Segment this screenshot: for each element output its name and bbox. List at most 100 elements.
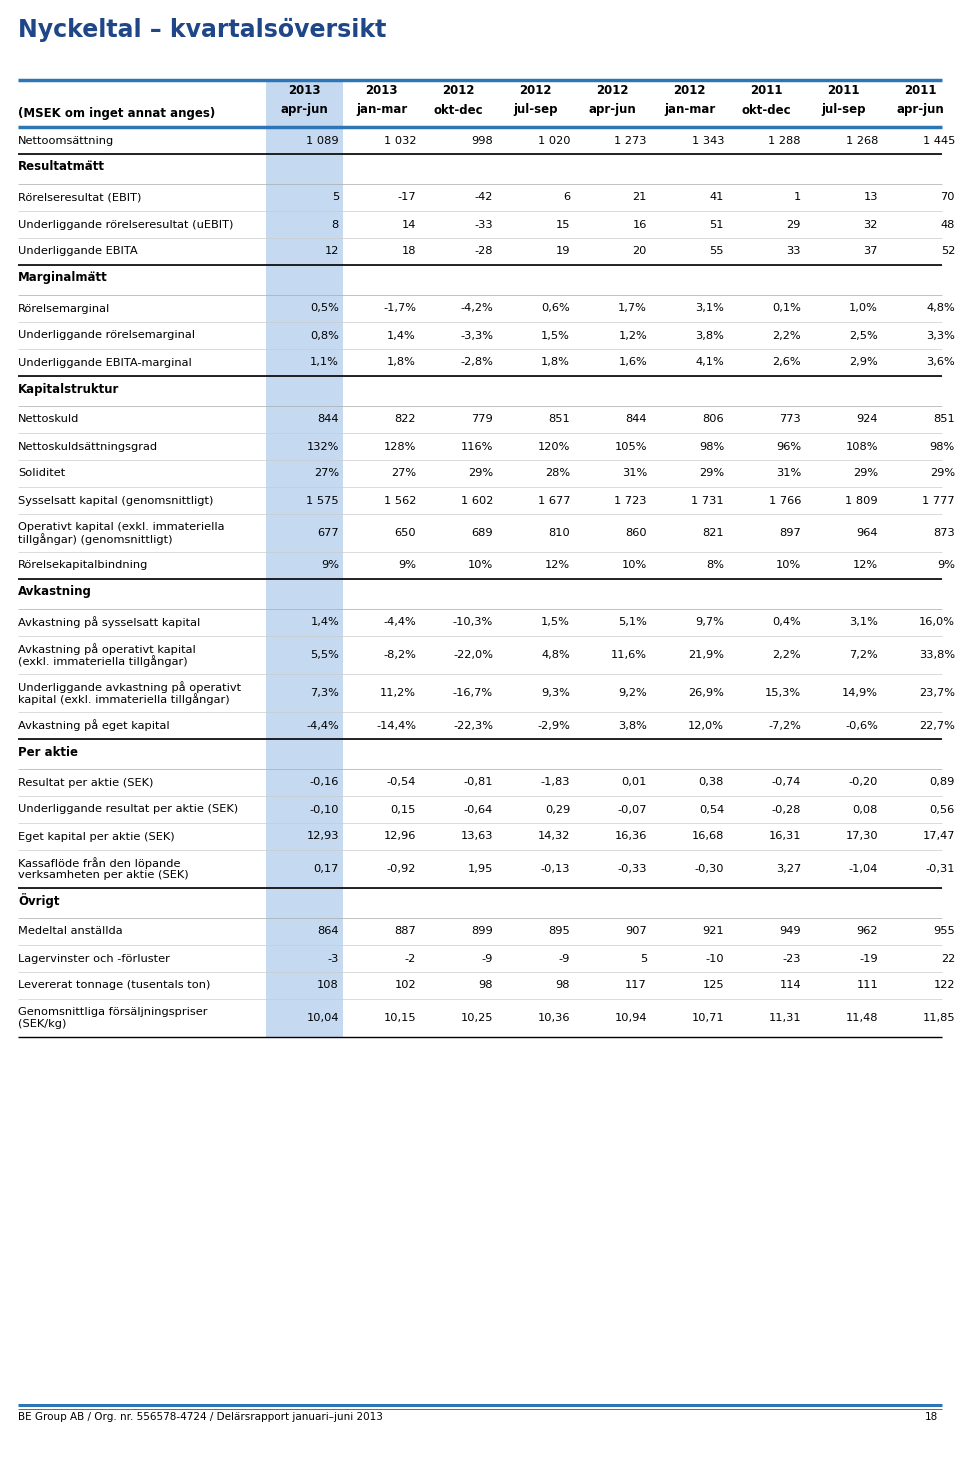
Text: Resultatmätt: Resultatmätt [18, 161, 105, 174]
Text: Kapitalstruktur: Kapitalstruktur [18, 383, 119, 395]
Text: 1 731: 1 731 [691, 495, 724, 505]
Text: tillgångar) (genomsnittligt): tillgångar) (genomsnittligt) [18, 533, 173, 545]
Text: 20: 20 [633, 246, 647, 256]
Text: 9,7%: 9,7% [695, 617, 724, 627]
Text: -22,3%: -22,3% [453, 720, 493, 731]
Text: 19: 19 [556, 246, 570, 256]
Text: 14,9%: 14,9% [842, 688, 878, 698]
Text: 16: 16 [633, 219, 647, 230]
Text: Eget kapital per aktie (SEK): Eget kapital per aktie (SEK) [18, 831, 175, 841]
Text: -17: -17 [397, 193, 416, 202]
Text: 1,2%: 1,2% [618, 330, 647, 340]
Text: -0,30: -0,30 [694, 865, 724, 873]
Text: 1 020: 1 020 [538, 136, 570, 146]
Text: 2012: 2012 [519, 84, 552, 97]
Text: 128%: 128% [384, 442, 416, 452]
Text: 9%: 9% [937, 561, 955, 570]
Text: 7,3%: 7,3% [310, 688, 339, 698]
Text: 3,27: 3,27 [776, 865, 801, 873]
Text: Levererat tonnage (tusentals ton): Levererat tonnage (tusentals ton) [18, 981, 210, 990]
Text: 897: 897 [780, 527, 801, 538]
Text: Övrigt: Övrigt [18, 894, 60, 909]
Text: 98%: 98% [699, 442, 724, 452]
Text: Medeltal anställda: Medeltal anställda [18, 927, 123, 937]
Text: -23: -23 [782, 953, 801, 963]
Text: 0,38: 0,38 [699, 778, 724, 788]
Text: 0,01: 0,01 [622, 778, 647, 788]
Text: Lagervinster och -förluster: Lagervinster och -förluster [18, 953, 170, 963]
Text: 851: 851 [548, 414, 570, 424]
Text: 116%: 116% [461, 442, 493, 452]
Text: verksamheten per aktie (SEK): verksamheten per aktie (SEK) [18, 871, 188, 879]
Text: -0,92: -0,92 [387, 865, 416, 873]
Text: 860: 860 [625, 527, 647, 538]
Text: -0,31: -0,31 [925, 865, 955, 873]
Text: Underliggande EBITA-marginal: Underliggande EBITA-marginal [18, 358, 192, 367]
Text: -14,4%: -14,4% [376, 720, 416, 731]
Text: Underliggande rörelsemarginal: Underliggande rörelsemarginal [18, 330, 195, 340]
Text: -10: -10 [706, 953, 724, 963]
Text: 48: 48 [941, 219, 955, 230]
Text: 6: 6 [563, 193, 570, 202]
Text: 29: 29 [786, 219, 801, 230]
Text: 1 268: 1 268 [846, 136, 878, 146]
Text: 864: 864 [318, 927, 339, 937]
Text: -0,74: -0,74 [772, 778, 801, 788]
Text: 1 562: 1 562 [384, 495, 416, 505]
Text: 5,1%: 5,1% [618, 617, 647, 627]
Text: Nettoskuldsӓttningsgrad: Nettoskuldsӓttningsgrad [18, 442, 158, 452]
Text: 33: 33 [786, 246, 801, 256]
Text: -4,4%: -4,4% [383, 617, 416, 627]
Text: 117: 117 [625, 981, 647, 990]
Text: 12,93: 12,93 [306, 831, 339, 841]
Text: 15: 15 [556, 219, 570, 230]
Text: 779: 779 [471, 414, 493, 424]
Text: Avkastning: Avkastning [18, 585, 92, 598]
Text: 10,04: 10,04 [306, 1013, 339, 1024]
Text: 17,47: 17,47 [923, 831, 955, 841]
Text: 650: 650 [395, 527, 416, 538]
Text: 16,0%: 16,0% [919, 617, 955, 627]
Text: -22,0%: -22,0% [453, 650, 493, 660]
Text: 31%: 31% [622, 468, 647, 479]
Text: 14,32: 14,32 [538, 831, 570, 841]
Text: 895: 895 [548, 927, 570, 937]
Text: 0,6%: 0,6% [541, 303, 570, 314]
Text: 899: 899 [471, 927, 493, 937]
Text: Avkastning på sysselsatt kapital: Avkastning på sysselsatt kapital [18, 617, 201, 629]
Text: okt-dec: okt-dec [434, 103, 483, 116]
Text: 921: 921 [703, 927, 724, 937]
Text: 0,29: 0,29 [544, 804, 570, 815]
Text: 1 032: 1 032 [383, 136, 416, 146]
Text: -42: -42 [474, 193, 493, 202]
Text: 22: 22 [941, 953, 955, 963]
Text: 1,5%: 1,5% [541, 617, 570, 627]
Text: 907: 907 [625, 927, 647, 937]
Text: 98: 98 [556, 981, 570, 990]
Text: 2011: 2011 [751, 84, 782, 97]
Text: 11,85: 11,85 [923, 1013, 955, 1024]
Text: -33: -33 [474, 219, 493, 230]
Text: 10,25: 10,25 [461, 1013, 493, 1024]
Text: 16,31: 16,31 [769, 831, 801, 841]
Text: Underliggande avkastning på operativt: Underliggande avkastning på operativt [18, 681, 241, 692]
Text: -0,81: -0,81 [464, 778, 493, 788]
Text: 1,7%: 1,7% [618, 303, 647, 314]
Text: 18: 18 [924, 1413, 938, 1421]
Text: 11,6%: 11,6% [611, 650, 647, 660]
Text: 851: 851 [933, 414, 955, 424]
Text: 14: 14 [401, 219, 416, 230]
Text: 7,2%: 7,2% [850, 650, 878, 660]
Text: 1 809: 1 809 [846, 495, 878, 505]
Text: 3,8%: 3,8% [618, 720, 647, 731]
Text: 27%: 27% [391, 468, 416, 479]
Text: 9%: 9% [398, 561, 416, 570]
Text: 10,15: 10,15 [383, 1013, 416, 1024]
Text: 2011: 2011 [828, 84, 860, 97]
Text: 1 777: 1 777 [923, 495, 955, 505]
Text: 3,1%: 3,1% [695, 303, 724, 314]
Text: Operativt kapital (exkl. immateriella: Operativt kapital (exkl. immateriella [18, 521, 225, 532]
Text: 1,5%: 1,5% [541, 330, 570, 340]
Text: 2,6%: 2,6% [773, 358, 801, 367]
Text: 4,8%: 4,8% [541, 650, 570, 660]
